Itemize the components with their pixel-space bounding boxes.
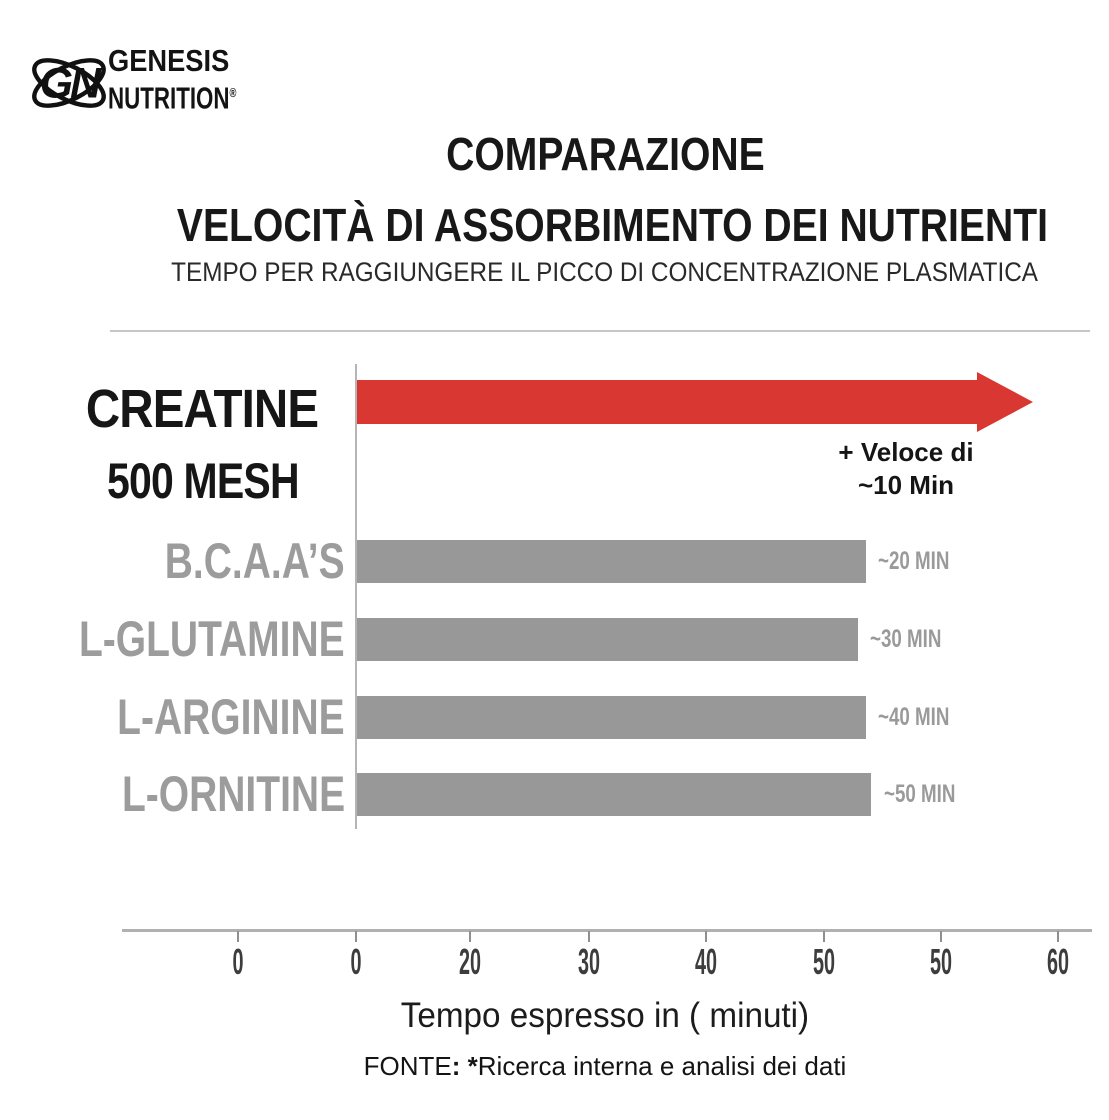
x-tick-label: 0: [350, 941, 362, 982]
row-label-bcaa: B.C.A.A’S: [165, 533, 345, 589]
x-axis-line: [122, 929, 1092, 932]
row-label-glutamine: L-GLUTAMINE: [79, 611, 345, 667]
source-prefix: FONTE: [363, 1051, 452, 1081]
bar-ornitine: [357, 773, 871, 816]
page-title: COMPARAZIONE: [445, 128, 765, 180]
separator-line: [110, 330, 1090, 332]
bar-bcaa: [357, 540, 866, 583]
chart-header: COMPARAZIONE VELOCITÀ DI ASSORBIMENTO DE…: [100, 0, 1109, 340]
x-axis-title: Tempo espresso in ( minuti): [400, 996, 810, 1035]
x-tick-mark: [1057, 931, 1059, 942]
x-tick-label: 30: [577, 941, 601, 982]
brand-name-line2: NUTRITION: [108, 80, 230, 116]
bar-arginine: [357, 696, 866, 739]
value-label-ornitine: ~50 MIN: [884, 780, 956, 808]
value-label-arginine: ~40 MIN: [878, 703, 950, 731]
x-tick-label: 50: [929, 941, 953, 982]
chart-subtitle: VELOCITÀ DI ASSORBIMENTO DEI NUTRIENTI: [176, 199, 1048, 251]
x-tick-label: 0: [232, 941, 244, 982]
value-label-glutamine: ~30 MIN: [870, 625, 942, 653]
creatine-annotation-line1: + Veloce di: [838, 437, 974, 467]
row-label-creatine: CREATINE: [86, 379, 319, 439]
x-tick-mark: [355, 931, 357, 942]
creatine-arrow-bar: [357, 372, 1033, 432]
chart-tagline: TEMPO PER RAGGIUNGERE IL PICCO DI CONCEN…: [171, 257, 1039, 287]
source-asterisk: : *: [451, 1051, 478, 1081]
x-tick-mark: [705, 931, 707, 942]
bar-glutamine: [357, 618, 858, 661]
gn-orbit-logo-icon: GN: [32, 58, 106, 108]
source-text: Ricerca interna e analisi dei dati: [477, 1051, 847, 1081]
value-label-bcaa: ~20 MIN: [878, 547, 950, 575]
creatine-annotation: + Veloce di ~10 Min: [790, 436, 1022, 502]
row-label-creatine-mesh: 500 MESH: [106, 453, 300, 509]
brand-logo: GN GENESIS NUTRITION®: [28, 45, 286, 120]
brand-name: GENESIS NUTRITION®: [108, 45, 286, 117]
source-note: FONTE: *Ricerca interna e analisi dei da…: [100, 1051, 1109, 1082]
x-tick-label: 20: [458, 941, 482, 982]
x-tick-mark: [588, 931, 590, 942]
brand-monogram: GN: [40, 60, 102, 108]
x-tick-mark: [469, 931, 471, 942]
x-tick-label: 50: [812, 941, 836, 982]
creatine-annotation-line2: ~10 Min: [857, 470, 955, 500]
x-tick-mark: [823, 931, 825, 942]
row-label-arginine: L-ARGININE: [117, 689, 345, 745]
x-tick-mark: [237, 931, 239, 942]
registered-mark: ®: [229, 85, 237, 101]
y-axis-line: [355, 364, 357, 829]
brand-name-line1: GENESIS: [108, 43, 230, 79]
x-tick-label: 40: [694, 941, 718, 982]
row-label-ornitine: L-ORNITINE: [121, 766, 345, 822]
x-tick-mark: [940, 931, 942, 942]
x-tick-label: 60: [1046, 941, 1070, 982]
